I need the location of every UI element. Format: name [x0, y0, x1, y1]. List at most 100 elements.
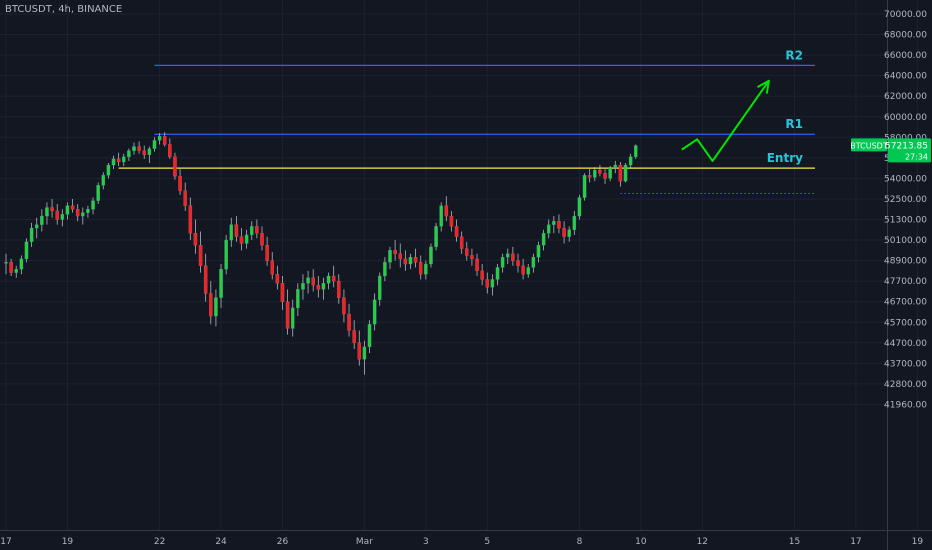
- y-tick-label: 50100.00: [884, 236, 927, 246]
- candle: [500, 253, 505, 273]
- candle: [398, 243, 402, 268]
- candle-body: [378, 275, 382, 300]
- candle-body: [521, 265, 525, 275]
- candle: [526, 264, 530, 278]
- y-tick-label: 64000.00: [884, 72, 927, 82]
- candle-body: [142, 150, 146, 155]
- candle: [306, 270, 310, 294]
- candle: [541, 229, 546, 251]
- candle-body: [347, 313, 351, 331]
- candle: [413, 248, 418, 268]
- candle-body: [593, 170, 597, 178]
- candle: [623, 162, 628, 183]
- candle: [470, 248, 474, 266]
- candle: [219, 264, 223, 308]
- candle-body: [234, 224, 239, 237]
- candle-body: [219, 269, 223, 298]
- candle: [388, 246, 392, 270]
- candle-body: [265, 245, 269, 261]
- candle-body: [342, 297, 346, 315]
- candle: [577, 194, 582, 220]
- candle-body: [296, 289, 300, 309]
- symbol-badge-bg: [851, 138, 887, 152]
- candle: [634, 144, 638, 159]
- candle: [178, 169, 182, 195]
- candle: [296, 283, 300, 317]
- candle: [229, 217, 234, 247]
- candle-body: [413, 257, 418, 263]
- chart-grid: [0, 0, 918, 530]
- candle-body: [587, 175, 592, 178]
- candle: [598, 165, 602, 177]
- candle: [490, 274, 495, 296]
- candle: [91, 197, 95, 215]
- x-tick-label: 8: [577, 537, 583, 547]
- candle: [408, 253, 413, 270]
- candle-body: [147, 148, 152, 155]
- candle-body: [577, 197, 582, 217]
- candle: [367, 320, 372, 354]
- candle-body: [321, 283, 326, 290]
- candle: [418, 255, 423, 280]
- candle: [628, 153, 633, 169]
- candle-body: [418, 262, 423, 275]
- candle: [234, 216, 239, 242]
- candle-body: [582, 175, 587, 198]
- candle-body: [275, 274, 280, 284]
- candle-body: [372, 299, 377, 325]
- candle-body: [203, 265, 208, 294]
- candle: [14, 265, 18, 278]
- candle: [106, 162, 111, 179]
- candle: [459, 231, 464, 254]
- candle: [567, 226, 571, 242]
- candle: [70, 198, 75, 213]
- projection-arrowhead: [757, 79, 770, 94]
- time-axis[interactable]: 17 19 22 24 26 Mar 3 5 8 10 12 15 17 19: [0, 530, 932, 548]
- candle: [403, 250, 408, 271]
- price-axis[interactable]: 70000.00 68000.00 66000.00 64000.00 62000.00…: [884, 0, 927, 550]
- candle: [337, 274, 341, 304]
- y-tick-label: 48900.00: [884, 257, 927, 267]
- candle-body: [9, 262, 13, 273]
- candle: [162, 132, 167, 147]
- candle-body: [157, 136, 162, 141]
- candle-body: [500, 257, 505, 268]
- candle: [214, 289, 218, 327]
- candle: [536, 241, 541, 263]
- candle: [152, 137, 157, 152]
- candle-body: [81, 212, 85, 217]
- candle-body: [290, 307, 295, 329]
- candle: [531, 253, 536, 273]
- candle-body: [137, 146, 141, 151]
- candle: [449, 210, 454, 232]
- candle-body: [357, 342, 362, 360]
- candle-body: [506, 253, 510, 258]
- candle-body: [285, 301, 290, 329]
- candle: [618, 161, 623, 187]
- candle: [147, 146, 152, 163]
- candle: [372, 293, 377, 331]
- candle-body: [168, 144, 172, 157]
- candle: [321, 277, 326, 300]
- x-tick-label: 15: [789, 537, 800, 547]
- projection-arrow: [681, 79, 770, 162]
- y-tick-label: 68000.00: [884, 31, 927, 41]
- candle: [193, 219, 198, 254]
- candle: [342, 289, 346, 323]
- candle-body: [65, 205, 70, 215]
- candle-body: [152, 140, 157, 149]
- chart-title: BTCUSDT, 4h, BINANCE: [5, 4, 123, 15]
- candle-body: [331, 275, 336, 282]
- candle: [301, 274, 305, 300]
- candle-body: [470, 255, 474, 260]
- candle-body: [454, 226, 459, 237]
- candle-body: [541, 233, 546, 246]
- candle: [265, 236, 269, 266]
- candle: [75, 204, 80, 222]
- y-tick-label: 60000.00: [884, 113, 927, 123]
- candle-body: [209, 293, 213, 317]
- candle-body: [280, 283, 285, 302]
- candle: [127, 148, 131, 161]
- candle-body: [362, 346, 367, 360]
